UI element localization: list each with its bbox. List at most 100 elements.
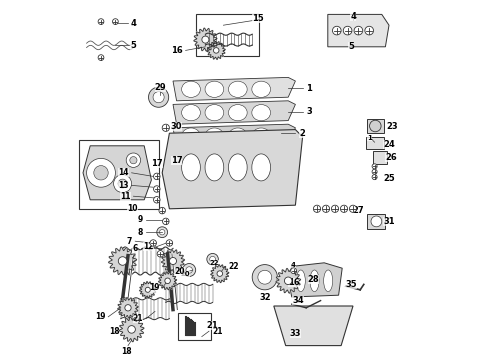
Text: 17: 17 [151, 159, 163, 168]
Text: 19: 19 [149, 284, 159, 292]
Text: 1: 1 [367, 135, 371, 140]
Bar [368, 214, 386, 229]
Circle shape [291, 268, 296, 274]
Text: 23: 23 [387, 122, 398, 131]
Text: 19: 19 [95, 312, 105, 321]
Bar [79, 140, 159, 209]
Ellipse shape [296, 270, 305, 292]
Text: 16: 16 [171, 46, 182, 55]
Ellipse shape [252, 154, 270, 181]
Polygon shape [328, 14, 389, 47]
Circle shape [150, 240, 156, 246]
Circle shape [98, 55, 104, 60]
Text: 21: 21 [133, 314, 143, 323]
Text: 10: 10 [127, 204, 138, 213]
Text: 20: 20 [181, 271, 191, 276]
Text: 5: 5 [130, 41, 136, 50]
Text: 33: 33 [290, 328, 301, 338]
Circle shape [333, 26, 341, 35]
Circle shape [314, 205, 320, 212]
Circle shape [153, 197, 160, 203]
Circle shape [153, 173, 160, 180]
Circle shape [369, 120, 381, 132]
Polygon shape [207, 41, 225, 59]
Polygon shape [173, 124, 295, 148]
Text: 17: 17 [171, 156, 182, 165]
Circle shape [322, 205, 330, 212]
Ellipse shape [228, 81, 247, 98]
Circle shape [165, 278, 171, 284]
Ellipse shape [228, 104, 247, 121]
Circle shape [186, 267, 193, 273]
Circle shape [371, 216, 382, 227]
Circle shape [118, 257, 127, 265]
Bar [196, 14, 259, 56]
Bar [368, 119, 384, 133]
Text: 35: 35 [345, 280, 357, 289]
Polygon shape [140, 282, 156, 298]
Polygon shape [109, 247, 137, 275]
Polygon shape [276, 269, 300, 293]
Circle shape [214, 48, 219, 53]
Circle shape [341, 205, 347, 212]
Text: 4: 4 [130, 19, 136, 28]
Polygon shape [159, 272, 177, 290]
Circle shape [354, 26, 363, 35]
Text: 21: 21 [212, 327, 222, 336]
Ellipse shape [228, 154, 247, 181]
Text: 18: 18 [109, 327, 120, 336]
Text: 29: 29 [154, 83, 166, 92]
Circle shape [372, 169, 377, 174]
Polygon shape [119, 317, 144, 342]
Circle shape [365, 26, 373, 35]
Ellipse shape [182, 154, 200, 181]
Text: 4: 4 [291, 262, 296, 268]
Ellipse shape [182, 128, 200, 144]
Circle shape [160, 230, 165, 235]
Text: 15: 15 [252, 14, 264, 23]
Circle shape [153, 186, 160, 192]
Ellipse shape [182, 104, 200, 121]
Ellipse shape [205, 154, 224, 181]
Text: 12: 12 [144, 242, 154, 251]
Circle shape [159, 207, 166, 214]
Text: 6: 6 [132, 244, 138, 253]
Polygon shape [211, 265, 229, 283]
Text: 1: 1 [306, 84, 312, 93]
Circle shape [145, 287, 150, 292]
Polygon shape [118, 297, 138, 318]
Circle shape [349, 205, 357, 212]
Ellipse shape [252, 81, 270, 98]
Text: 22: 22 [228, 262, 239, 271]
Circle shape [87, 158, 116, 187]
Text: 20: 20 [174, 267, 185, 276]
Text: 14: 14 [118, 168, 129, 177]
Ellipse shape [228, 128, 247, 144]
Circle shape [162, 124, 170, 131]
Circle shape [148, 87, 169, 107]
Text: 24: 24 [383, 140, 395, 149]
Bar [178, 313, 211, 340]
Ellipse shape [205, 104, 224, 121]
Circle shape [252, 265, 277, 290]
Circle shape [343, 26, 352, 35]
Text: 32: 32 [259, 292, 270, 302]
Text: 16: 16 [288, 278, 299, 287]
Circle shape [153, 92, 164, 103]
Circle shape [372, 164, 377, 169]
Circle shape [130, 157, 137, 164]
Polygon shape [83, 146, 151, 200]
Text: 26: 26 [385, 153, 397, 162]
Text: 4: 4 [350, 12, 356, 21]
Text: 22: 22 [210, 260, 219, 266]
Ellipse shape [205, 81, 224, 98]
Text: 11: 11 [120, 192, 130, 201]
Text: 27: 27 [353, 206, 364, 215]
Circle shape [128, 325, 135, 333]
Circle shape [166, 240, 172, 246]
Text: 28: 28 [308, 275, 319, 284]
Polygon shape [288, 263, 342, 297]
Bar [373, 151, 387, 164]
Text: 30: 30 [171, 122, 182, 131]
Text: 18: 18 [121, 347, 131, 356]
